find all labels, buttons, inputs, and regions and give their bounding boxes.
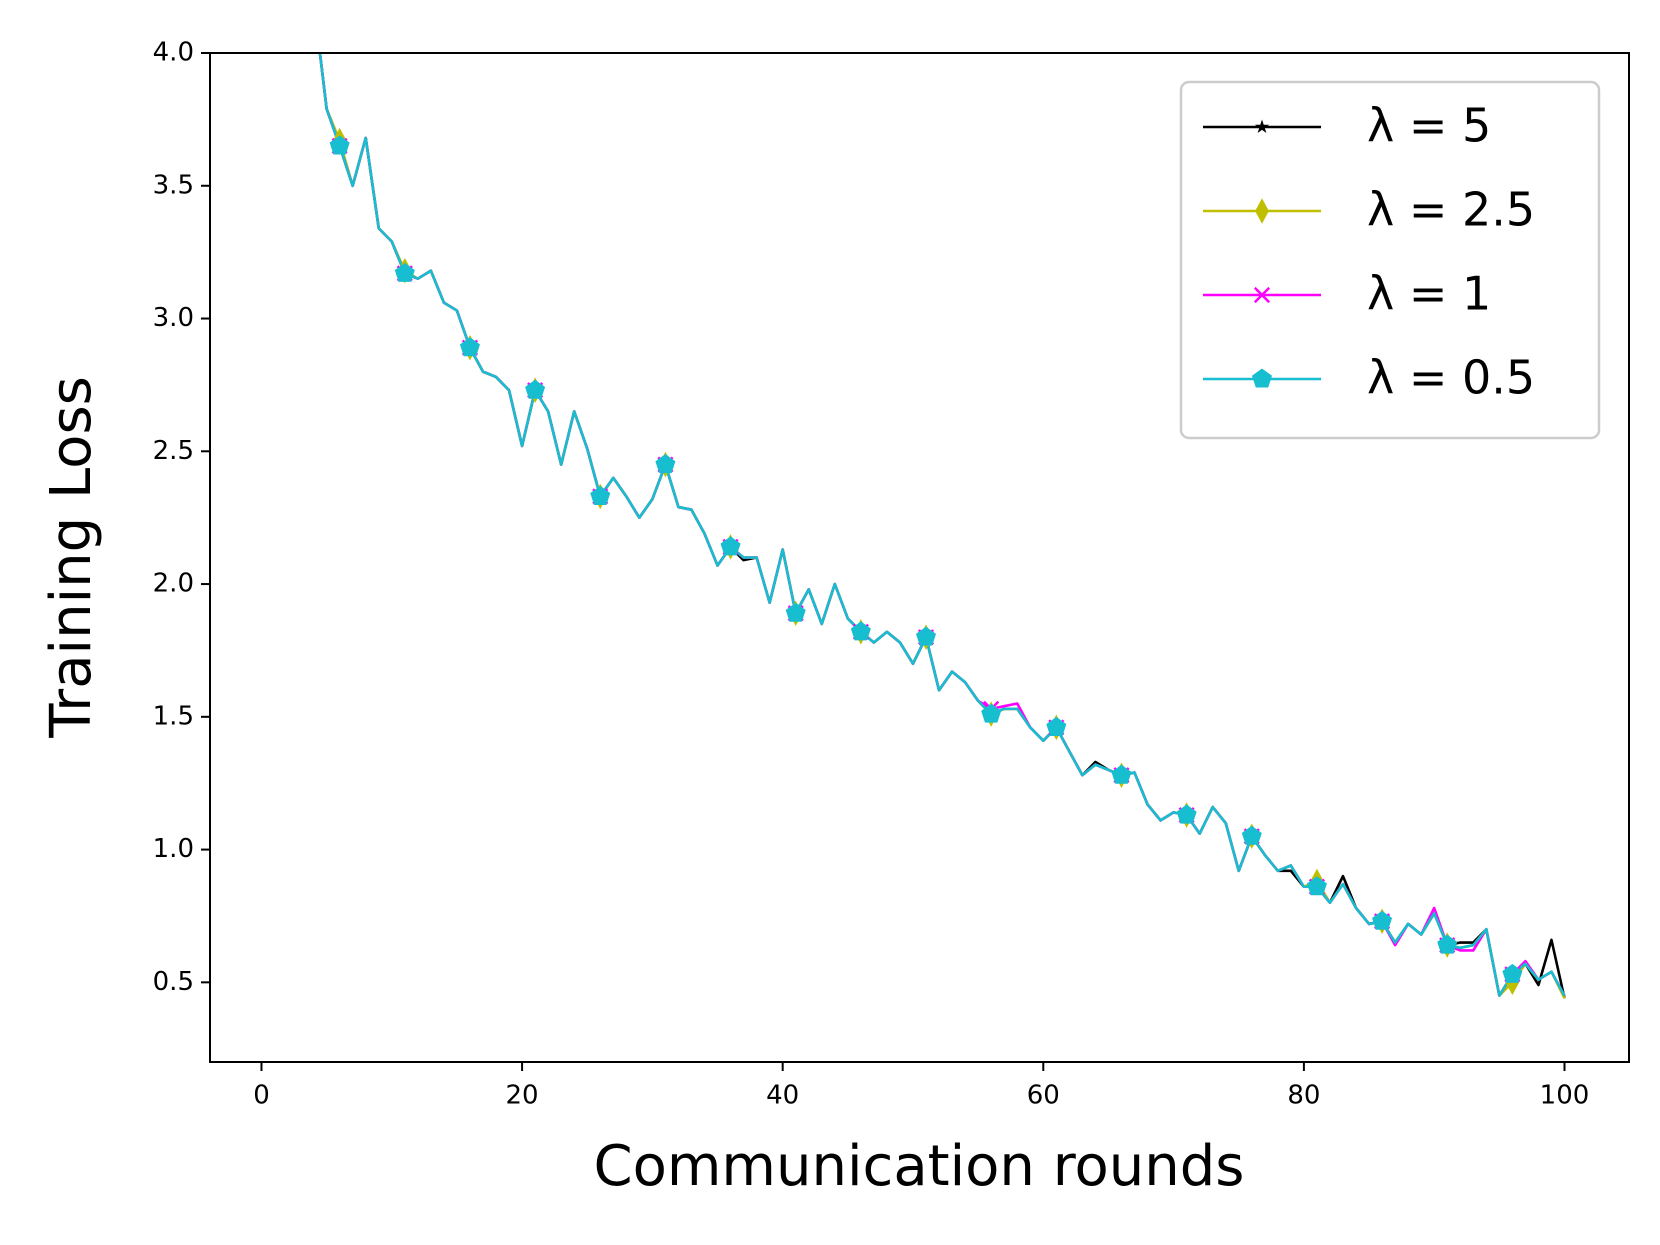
y-tick-label: 0.5 [153,967,194,997]
marker [1502,963,1523,983]
marker [1176,804,1197,824]
legend-label: λ = 0.5 [1367,351,1535,405]
marker [590,485,611,505]
y-tick-label: 4.0 [153,38,194,68]
marker [394,262,415,282]
marker [720,536,741,556]
marker [1046,716,1067,736]
x-axis-label: Communication rounds [594,1134,1245,1199]
y-axis-label: Training Loss [39,376,104,739]
marker [1437,934,1458,954]
marker [785,602,806,622]
y-tick-label: 3.5 [153,170,194,200]
x-tick-label: 20 [506,1081,539,1111]
legend-marker [1254,119,1270,134]
legend-box [1179,80,1601,440]
marker [1111,764,1132,784]
plot-area [318,53,1566,999]
y-tick-label: 3.0 [153,303,194,333]
marker [1372,910,1393,930]
x-tick-label: 100 [1540,1081,1590,1111]
marker [655,454,676,474]
legend-label: λ = 2.5 [1367,183,1535,237]
legend-marker [1251,368,1273,388]
y-tick-label: 2.0 [153,569,194,599]
legend-label: λ = 5 [1367,99,1491,153]
axes-frame [209,52,1630,1063]
marker [981,703,1002,723]
marker [850,621,871,641]
y-tick-label: 2.5 [153,436,194,466]
x-tick-label: 80 [1287,1081,1320,1111]
legend-marker [1253,286,1271,304]
legend-label: λ = 1 [1367,267,1491,321]
x-tick-label: 0 [253,1081,270,1111]
marker [459,337,480,357]
x-tick-label: 60 [1027,1081,1060,1111]
marker [525,379,546,399]
y-tick-label: 1.5 [153,701,194,731]
legend-marker [1255,198,1269,224]
x-tick-label: 40 [766,1081,799,1111]
marker [1306,876,1327,896]
y-tick-label: 1.0 [153,834,194,864]
marker [329,135,350,155]
series-line [318,53,1566,997]
marker [1241,825,1262,845]
marker [916,626,937,646]
